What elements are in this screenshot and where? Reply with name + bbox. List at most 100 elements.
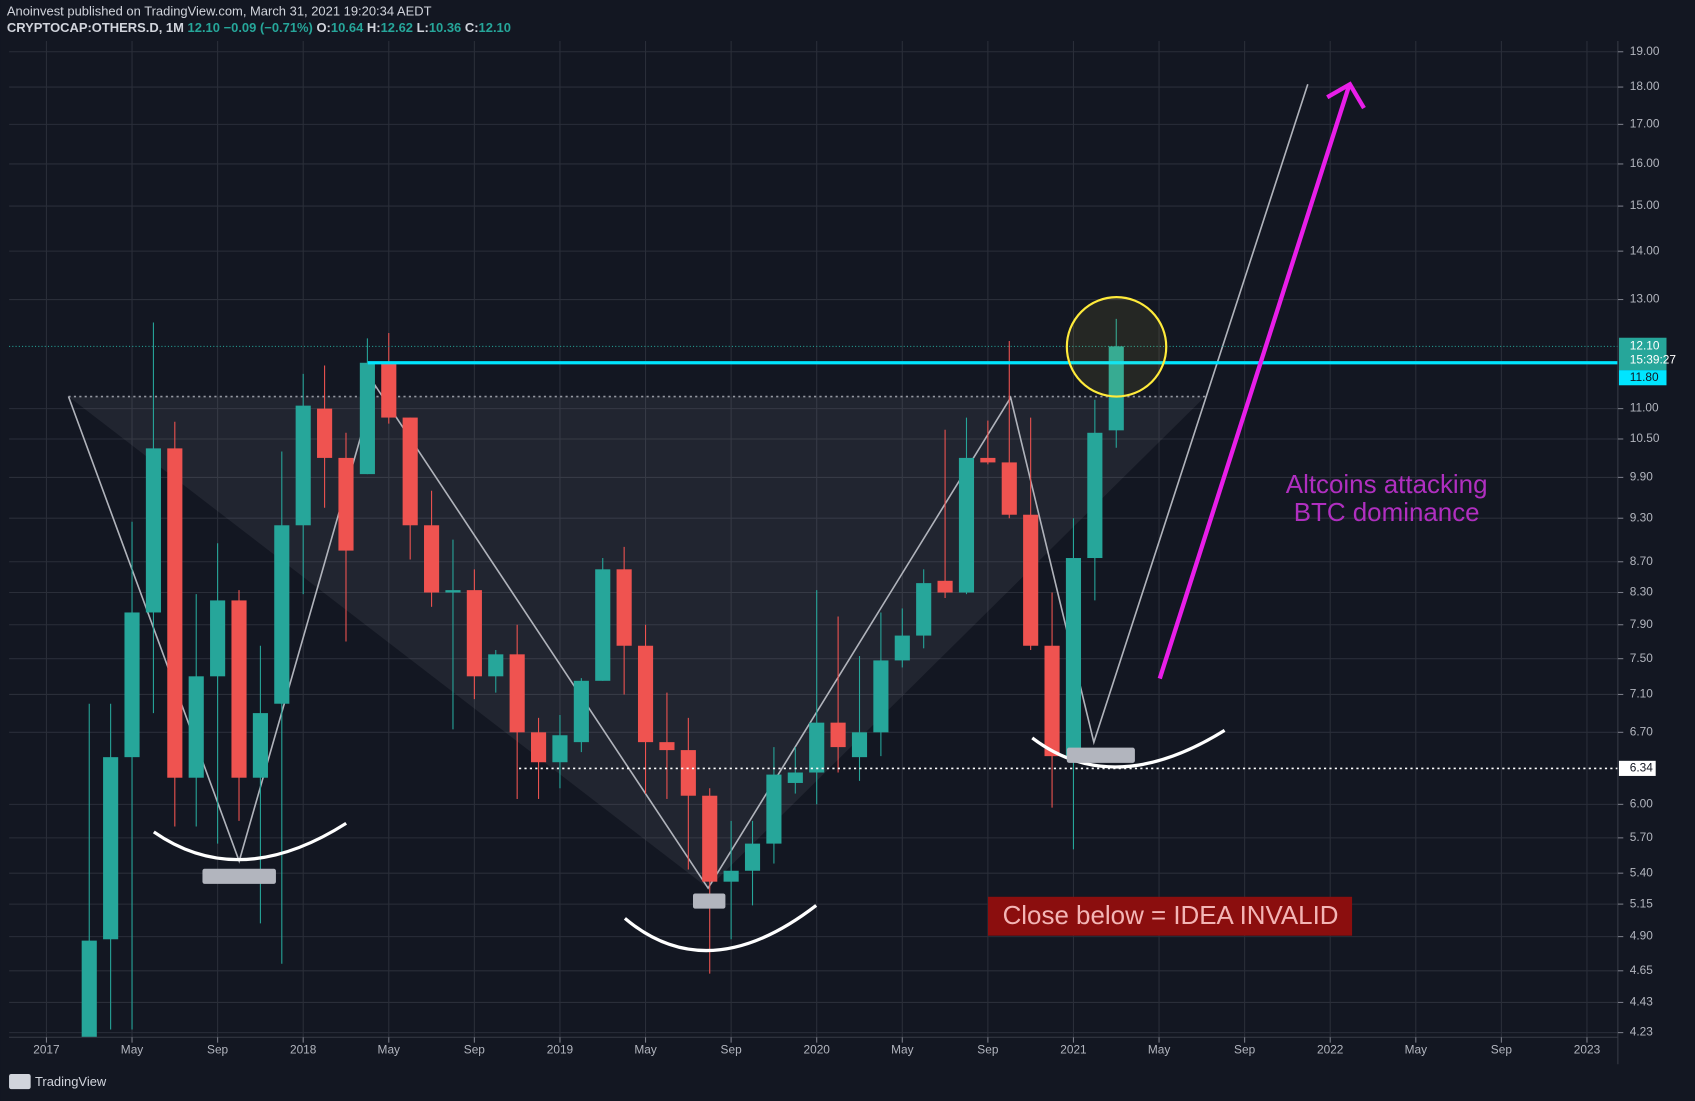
marker <box>692 893 726 909</box>
ohlc-value: 10.64 <box>331 21 364 36</box>
y-tick-label: 6.00 <box>1630 797 1654 811</box>
marker <box>1066 747 1135 763</box>
candle-body <box>359 362 375 475</box>
x-tick-label: 2017 <box>33 1042 59 1056</box>
y-tick-label: 14.00 <box>1630 243 1660 257</box>
candle-body <box>509 654 525 733</box>
candle-body <box>167 448 183 778</box>
candle-body <box>1044 645 1060 757</box>
brand[interactable]: TradingView <box>35 1074 107 1089</box>
candle-body <box>381 362 397 418</box>
y-tick-label: 8.70 <box>1630 554 1654 568</box>
candle-body <box>210 600 226 677</box>
candle-body <box>445 590 461 593</box>
x-tick-label: Sep <box>721 1042 743 1056</box>
arrow-head <box>1326 81 1366 110</box>
candle-body <box>616 569 632 646</box>
candle-body <box>937 580 953 593</box>
x-tick-label: May <box>1148 1042 1170 1056</box>
candle-body <box>830 722 846 748</box>
y-tick-label: 11.00 <box>1630 401 1659 415</box>
x-tick-label: 2021 <box>1060 1042 1087 1056</box>
y-tick-label: 9.90 <box>1630 470 1654 484</box>
candle-body <box>873 660 889 733</box>
candle-body <box>552 735 568 763</box>
y-tick-label: 9.30 <box>1630 510 1654 524</box>
candle-body <box>1108 346 1124 431</box>
candle-body <box>958 457 975 593</box>
ohlc-key: L: <box>417 21 429 36</box>
annotation: Altcoins attacking <box>1286 471 1488 499</box>
ohlc-value: 12.62 <box>381 21 413 36</box>
symbol-line: CRYPTOCAP:OTHERS.D, 1M 12.10 −0.09 (−0.7… <box>7 21 511 36</box>
grid <box>9 41 1618 1038</box>
highlight-circle <box>1065 296 1168 398</box>
candle-body <box>81 940 97 1038</box>
y-tick-label: 17.00 <box>1630 117 1660 131</box>
candle-body <box>274 525 290 704</box>
x-tick-label: Sep <box>1234 1042 1256 1056</box>
candle-body <box>188 676 204 778</box>
candle-body <box>744 843 761 871</box>
curve <box>623 904 818 953</box>
candle-body <box>637 645 654 743</box>
x-tick-label: May <box>378 1042 400 1056</box>
curve <box>152 821 348 862</box>
y-tick-label: 4.65 <box>1630 963 1654 977</box>
symbol: CRYPTOCAP:OTHERS.D, 1M <box>7 21 184 36</box>
candle-body <box>894 635 910 661</box>
annotation: Close below = IDEA INVALID <box>1003 902 1339 930</box>
arrow <box>1157 85 1351 680</box>
candle-body <box>466 590 482 677</box>
candles <box>9 318 1618 1038</box>
candle-body <box>103 757 119 940</box>
candle-body <box>145 448 161 613</box>
last: 12.10 <box>188 21 220 36</box>
y-tick-label: 5.70 <box>1630 830 1654 844</box>
y-tick-label: 10.50 <box>1630 431 1660 445</box>
x-tick-label: May <box>891 1042 913 1056</box>
candle-body <box>124 612 140 758</box>
x-tick-label: 2022 <box>1317 1042 1343 1056</box>
annotation-box <box>987 896 1353 936</box>
candle-body <box>787 772 803 783</box>
publisher: Anoinvest published on TradingView.com, … <box>7 3 432 18</box>
candle-body <box>317 408 333 458</box>
y-tick-label: 5.15 <box>1630 896 1654 910</box>
candle-body <box>488 654 504 677</box>
candle-body <box>424 525 440 593</box>
y-tick-label: 8.30 <box>1630 585 1654 599</box>
ohlc-value: 12.10 <box>479 21 511 36</box>
candle-body <box>1087 432 1103 559</box>
last-price-box <box>1618 337 1667 371</box>
x-tick-label: May <box>1405 1042 1427 1056</box>
y-tick-label: 6.70 <box>1630 724 1654 738</box>
candle-body <box>338 457 354 551</box>
candle-body <box>723 870 739 882</box>
candle-body <box>809 722 825 773</box>
hline-box <box>1618 370 1667 386</box>
x-tick-label: May <box>634 1042 656 1056</box>
x-tick-label: May <box>121 1042 143 1056</box>
annotation: BTC dominance <box>1294 499 1480 527</box>
candle-body <box>702 795 718 882</box>
marker <box>202 868 276 884</box>
y-tick-label: 13.00 <box>1630 292 1660 306</box>
x-tick-label: Sep <box>1491 1042 1513 1056</box>
ohlc-value: 10.36 <box>429 21 461 36</box>
hline-label: 11.80 <box>1630 370 1659 384</box>
drawings-front <box>152 81 1366 953</box>
y-tick-label: 4.23 <box>1630 1025 1654 1039</box>
candle-body <box>530 732 547 763</box>
x-tick-label: 2019 <box>547 1042 574 1056</box>
y-tick-label: 4.90 <box>1630 929 1654 943</box>
ohlc-key: O: <box>316 21 330 36</box>
y-tick-label: 19.00 <box>1630 44 1660 58</box>
y-tick-label: 16.00 <box>1630 156 1660 170</box>
candle-body <box>295 405 311 526</box>
x-tick-label: Sep <box>464 1042 486 1056</box>
y-tick-label: 5.40 <box>1630 865 1654 879</box>
candle-body <box>680 750 696 796</box>
